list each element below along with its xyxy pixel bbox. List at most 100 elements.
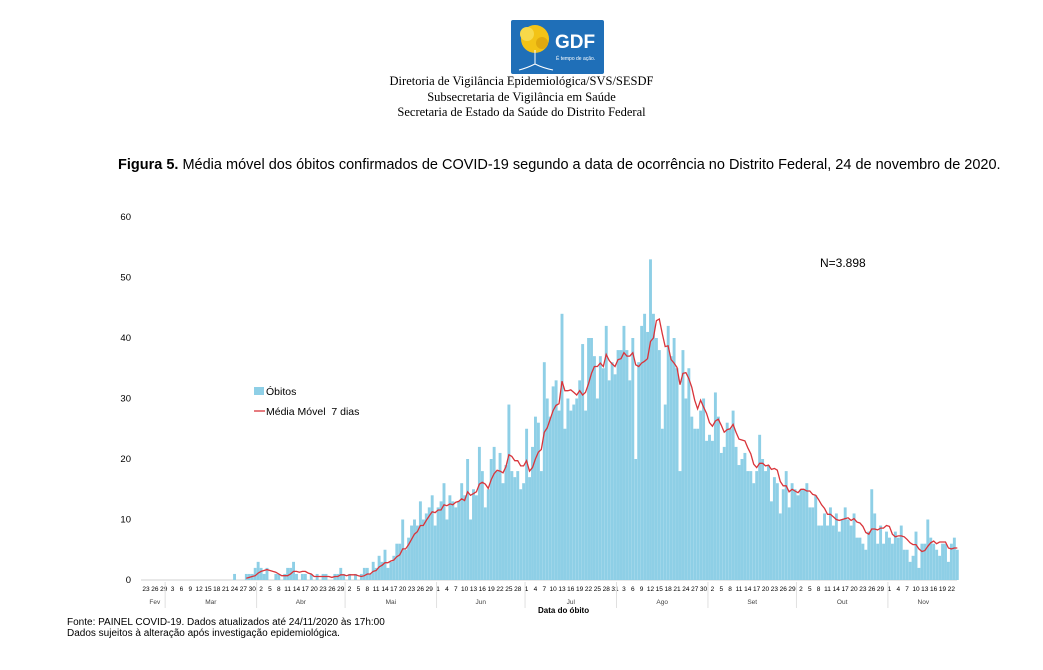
- bar: [823, 513, 826, 580]
- bar: [761, 459, 765, 580]
- logo-slogan: É tempo de ação.: [556, 56, 596, 62]
- bar: [383, 549, 387, 580]
- x-tick-label: 7: [542, 586, 546, 593]
- bar: [283, 573, 287, 580]
- bar: [716, 416, 720, 580]
- x-tick-label: 2: [711, 586, 715, 593]
- bar: [451, 501, 455, 580]
- bar: [728, 428, 732, 580]
- x-month-label: Mai: [386, 599, 396, 606]
- bar: [746, 471, 750, 580]
- x-tick-label: 13: [470, 586, 478, 593]
- x-month-label: Abr: [296, 599, 307, 606]
- bar: [598, 356, 602, 580]
- bar: [380, 561, 384, 580]
- x-tick-label: 13: [921, 586, 929, 593]
- bar: [510, 471, 514, 580]
- bar: [672, 338, 676, 580]
- bar: [466, 459, 470, 580]
- figure-label: Figura 5.: [118, 157, 179, 173]
- bar: [849, 525, 853, 580]
- bar: [681, 350, 685, 580]
- bar: [932, 543, 936, 580]
- bar: [752, 483, 756, 580]
- bar: [575, 398, 579, 580]
- bar: [528, 477, 531, 580]
- bar: [840, 519, 844, 580]
- x-tick-label: 18: [665, 586, 673, 593]
- x-tick-label: 17: [842, 586, 850, 593]
- bar: [705, 440, 708, 580]
- x-tick-label: 23: [319, 586, 327, 593]
- bar: [890, 543, 894, 580]
- bar: [584, 410, 588, 580]
- bar: [362, 567, 366, 580]
- bar: [949, 543, 953, 580]
- x-tick-label: 7: [905, 586, 909, 593]
- bar: [342, 573, 346, 580]
- bar: [908, 561, 912, 580]
- bar: [955, 549, 959, 580]
- x-tick-label: 15: [204, 586, 212, 593]
- bar: [368, 573, 372, 580]
- x-tick-label: 20: [762, 586, 770, 593]
- bar: [454, 507, 458, 580]
- bar: [684, 398, 688, 580]
- bar: [796, 495, 800, 580]
- bar: [870, 489, 874, 580]
- x-tick-label: 31: [611, 586, 619, 593]
- bar: [952, 537, 956, 580]
- x-tick-label: 11: [736, 586, 743, 593]
- bar: [649, 259, 652, 580]
- bar: [504, 465, 508, 580]
- bar: [923, 543, 927, 580]
- n-annotation: N=3.898: [820, 256, 866, 270]
- bar: [926, 519, 930, 580]
- x-tick-label: 1: [888, 586, 892, 593]
- x-tick-label: 10: [549, 586, 557, 593]
- bar: [607, 380, 611, 580]
- bar: [917, 567, 921, 580]
- bar: [610, 362, 614, 580]
- legend: Óbitos Média Móvel 7 dias: [254, 385, 359, 418]
- bar: [678, 471, 682, 580]
- x-tick-label: 25: [505, 586, 513, 593]
- bar: [395, 543, 399, 580]
- logo-text: GDF: [555, 32, 596, 53]
- bar: [831, 525, 835, 580]
- bar: [787, 507, 791, 580]
- bar: [398, 543, 402, 580]
- x-tick-label: 29: [877, 586, 885, 593]
- bar: [374, 567, 378, 580]
- bar: [634, 459, 638, 580]
- x-tick-label: 22: [948, 586, 956, 593]
- bar: [814, 495, 818, 580]
- bar: [554, 380, 558, 580]
- bar: [829, 507, 832, 580]
- bar: [778, 513, 782, 580]
- bar: [427, 507, 431, 580]
- bar: [595, 398, 599, 580]
- x-tick-label: 18: [213, 586, 221, 593]
- bar: [938, 555, 942, 580]
- bar: [489, 459, 493, 580]
- bar: [690, 416, 694, 580]
- x-tick-label: 4: [445, 586, 449, 593]
- bar: [536, 422, 540, 580]
- bar: [711, 440, 714, 580]
- x-tick-label: 8: [817, 586, 821, 593]
- x-tick-label: 6: [631, 586, 635, 593]
- x-month-label: Nov: [918, 599, 930, 606]
- bar: [935, 549, 939, 580]
- bar: [303, 573, 307, 580]
- x-tick-label: 17: [753, 586, 761, 593]
- bar: [708, 434, 711, 580]
- bar: [389, 561, 393, 580]
- x-month-label: Ago: [656, 599, 668, 606]
- legend-swatch-bars: [254, 387, 264, 395]
- bar: [495, 471, 499, 580]
- x-tick-label: 26: [417, 586, 425, 593]
- x-tick-label: 1: [436, 586, 440, 593]
- x-tick-label: 8: [365, 586, 369, 593]
- bar: [749, 471, 753, 580]
